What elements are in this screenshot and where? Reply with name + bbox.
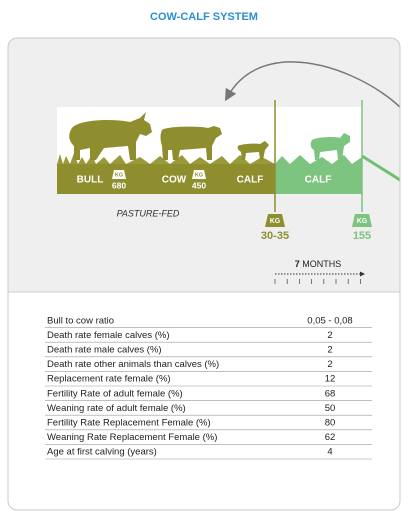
flow-line: [361, 154, 400, 187]
duration-value: 7: [295, 259, 300, 269]
row-label: Death rate male calves (%): [47, 345, 162, 356]
kg-tag: [192, 170, 206, 179]
cycle-arrow: [225, 61, 400, 116]
calf-bar: [275, 164, 362, 194]
kg-tag: [265, 214, 285, 227]
kg-unit: KG: [195, 172, 203, 178]
kg-tag: [352, 214, 372, 227]
row-label: Replacement rate female (%): [47, 374, 171, 385]
timeline-arrow: [360, 271, 365, 277]
feeding-label: PASTURE-FED: [117, 208, 180, 218]
kg-unit: KG: [115, 172, 123, 178]
row-value: 0,05 - 0,08: [307, 315, 352, 326]
row-value: 2: [327, 330, 332, 341]
stage-label: CALF: [305, 175, 332, 186]
stage-label: BULL: [77, 175, 104, 186]
stage-bar: [57, 164, 275, 194]
row-label: Death rate other animals than calves (%): [47, 359, 219, 370]
kg-unit: KG: [270, 218, 281, 225]
row-value: 80: [325, 418, 336, 429]
row-label: Fertility Rate Replacement Female (%): [47, 418, 211, 429]
row-label: Weaning Rate Replacement Female (%): [47, 432, 217, 443]
duration-unit: MONTHS: [302, 259, 341, 269]
weaned-calf-icon: [310, 133, 350, 160]
row-value: 68: [325, 388, 336, 399]
row-value: 2: [327, 359, 332, 370]
lower-panel: [8, 292, 400, 510]
row-value: 12: [325, 374, 336, 385]
row-value: 50: [325, 403, 336, 414]
stage-label: CALF: [237, 175, 264, 186]
kg-tag: [112, 170, 126, 179]
weight: 680: [112, 180, 126, 190]
panel-border: [7, 37, 401, 511]
birth-weight: 30-35: [261, 230, 289, 242]
parameter-table: Bull to cow ratio 0,05 - 0,08 Death rate f…: [45, 315, 372, 460]
duration: 7 MONTHS: [295, 259, 342, 269]
stage-label: COW: [162, 175, 187, 186]
row-label: Age at first calving (years): [47, 447, 157, 458]
weight: 450: [192, 180, 206, 190]
row-value: 4: [327, 447, 332, 458]
calf-icon: [237, 141, 269, 160]
row-value: 2: [327, 345, 332, 356]
cow-icon: [160, 126, 222, 160]
row-value: 62: [325, 432, 336, 443]
row-label: Death rate female calves (%): [47, 330, 170, 341]
bull-icon: [69, 112, 152, 160]
timeline-ticks: [274, 279, 361, 284]
kg-unit: KG: [357, 218, 368, 225]
grass: [57, 153, 275, 164]
weaning-weight: 155: [353, 230, 371, 242]
row-label: Weaning rate of adult female (%): [47, 403, 186, 414]
row-label: Fertility Rate of adult female (%): [47, 388, 183, 399]
title: COW-CALF SYSTEM: [150, 11, 258, 23]
row-label: Bull to cow ratio: [47, 315, 114, 326]
